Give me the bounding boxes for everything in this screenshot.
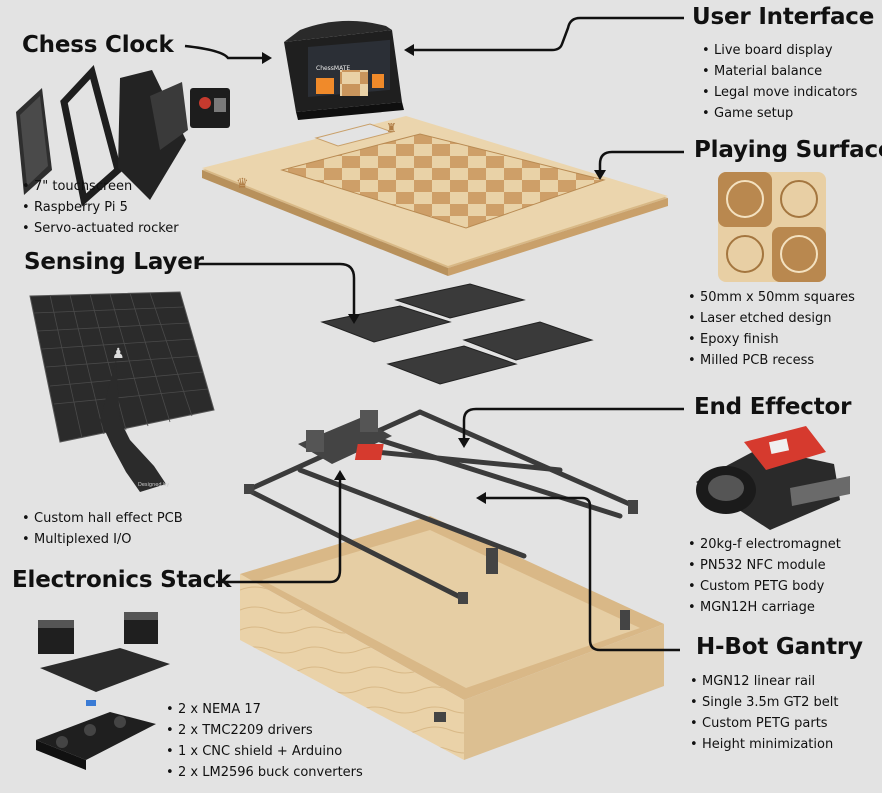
- screen-title: ChessMATE: [316, 65, 350, 72]
- chess-clock-parts: [16, 64, 230, 207]
- leader-sensing-layer: [197, 262, 356, 316]
- bullet-item: Material balance: [702, 61, 857, 82]
- bullet-item: Custom PETG parts: [690, 713, 838, 734]
- bullet-item: 2 x TMC2209 drivers: [166, 720, 363, 741]
- bullet-item: Custom hall effect PCB: [22, 508, 183, 529]
- bullet-item: Height minimization: [690, 734, 838, 755]
- svg-text:♜: ♜: [386, 121, 397, 135]
- leader-lines: [184, 16, 684, 652]
- bullet-item: Multiplexed I/O: [22, 529, 183, 550]
- bullet-item: Raspberry Pi 5: [22, 197, 179, 218]
- electronics-parts: [36, 612, 170, 770]
- title-electronics-stack: Electronics Stack: [12, 567, 232, 593]
- bullets-electronics-stack: 2 x NEMA 17 2 x TMC2209 drivers 1 x CNC …: [166, 699, 363, 783]
- leader-playing-surface: [598, 150, 684, 172]
- sensing-tiles: [320, 283, 594, 385]
- playing-surface-detail: [718, 172, 826, 282]
- svg-text:♛: ♛: [236, 176, 249, 192]
- hbot-gantry: [240, 409, 664, 760]
- leader-electronics-stack: [216, 478, 342, 584]
- bullets-user-interface: Live board display Material balance Lega…: [702, 40, 857, 124]
- bullet-item: Game setup: [702, 103, 857, 124]
- leader-hbot-gantry: [484, 496, 680, 652]
- bullet-item: Custom PETG body: [688, 576, 841, 597]
- sensing-pcb: ♟ Designed by: [29, 291, 215, 492]
- bullet-item: 2 x LM2596 buck converters: [166, 762, 363, 783]
- leader-chess-clock: [184, 44, 268, 60]
- title-user-interface: User Interface: [692, 4, 875, 30]
- bullets-end-effector: 20kg-f electromagnet PN532 NFC module Cu…: [688, 534, 841, 618]
- bullet-item: Live board display: [702, 40, 857, 61]
- bullets-chess-clock: 7" touchscreen Raspberry Pi 5 Servo-actu…: [22, 176, 179, 239]
- bullets-sensing-layer: Custom hall effect PCB Multiplexed I/O: [22, 508, 183, 550]
- playing-surface-board: ♜ ♛: [202, 116, 668, 276]
- svg-text:♟: ♟: [112, 346, 125, 362]
- leader-end-effector: [462, 407, 684, 440]
- bullet-item: 20kg-f electromagnet: [688, 534, 841, 555]
- bullet-item: 1 x CNC shield + Arduino: [166, 741, 363, 762]
- leader-user-interface: [412, 16, 684, 52]
- title-playing-surface: Playing Surface: [694, 137, 882, 163]
- chess-clock-assembled: ChessMATE: [284, 20, 404, 120]
- bullet-item: 7" touchscreen: [22, 176, 179, 197]
- bullet-item: MGN12 linear rail: [690, 671, 838, 692]
- bullet-item: Milled PCB recess: [688, 350, 855, 371]
- bullet-item: Single 3.5m GT2 belt: [690, 692, 838, 713]
- title-sensing-layer: Sensing Layer: [24, 249, 204, 275]
- bullet-item: Legal move indicators: [702, 82, 857, 103]
- bullet-item: 2 x NEMA 17: [166, 699, 363, 720]
- bullet-item: Laser etched design: [688, 308, 855, 329]
- bullet-item: 50mm x 50mm squares: [688, 287, 855, 308]
- bullets-hbot-gantry: MGN12 linear rail Single 3.5m GT2 belt C…: [690, 671, 838, 755]
- bullet-item: Servo-actuated rocker: [22, 218, 179, 239]
- bullets-playing-surface: 50mm x 50mm squares Laser etched design …: [688, 287, 855, 371]
- bullet-item: Epoxy finish: [688, 329, 855, 350]
- title-hbot-gantry: H-Bot Gantry: [696, 634, 863, 660]
- bullet-item: MGN12H carriage: [688, 597, 841, 618]
- bullet-item: PN532 NFC module: [688, 555, 841, 576]
- title-end-effector: End Effector: [694, 394, 852, 420]
- end-effector-detail: [696, 426, 850, 530]
- title-chess-clock: Chess Clock: [22, 32, 174, 58]
- pcb-label: Designed by: [138, 482, 169, 488]
